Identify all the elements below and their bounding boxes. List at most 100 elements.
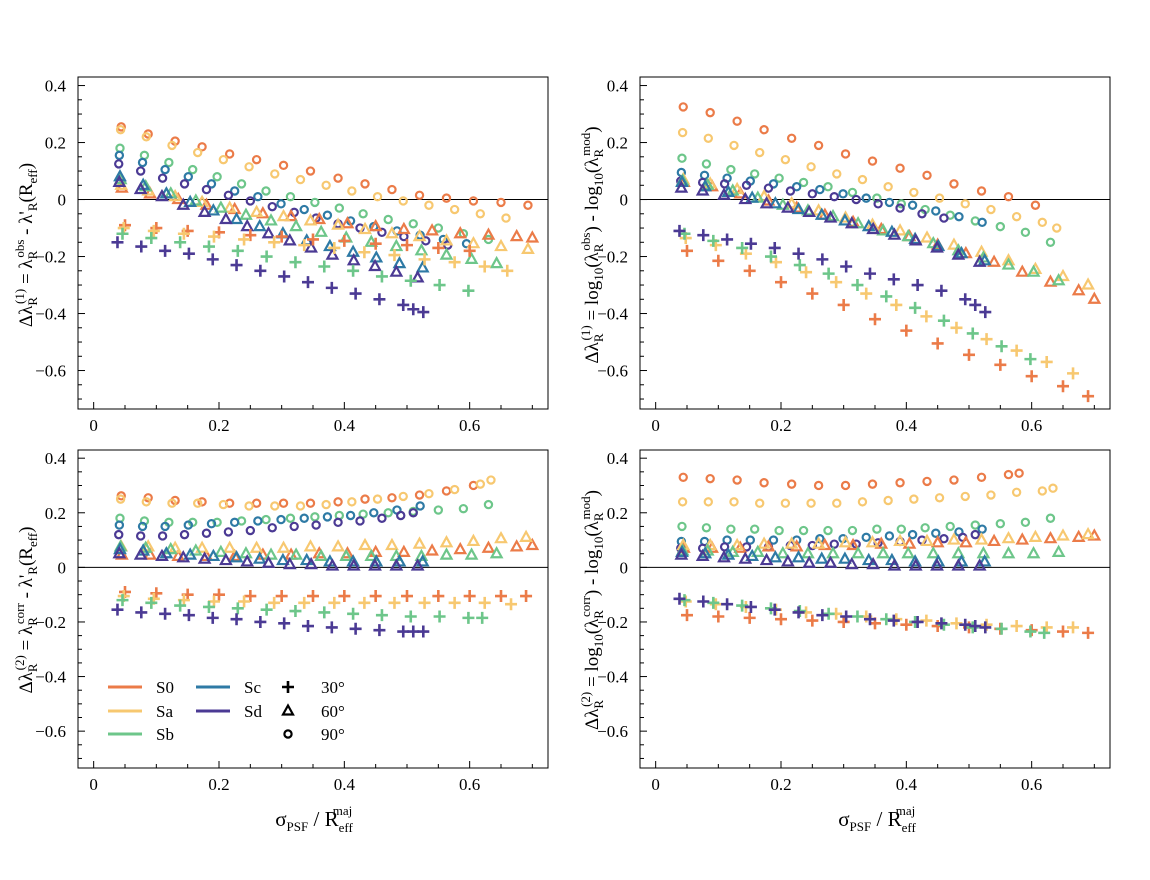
point-S0-90 bbox=[840, 480, 851, 491]
point-Sa-90 bbox=[909, 494, 919, 504]
point-Sa-30 bbox=[238, 233, 251, 246]
point-Sb-90 bbox=[1020, 517, 1031, 528]
point-Sd-60 bbox=[695, 183, 710, 196]
point-S0-30 bbox=[495, 590, 507, 603]
svg-text:ΔλR(1) = λRobs - λ'R(Reff): ΔλR(1) = λRobs - λ'R(Reff) bbox=[12, 163, 40, 327]
point-Sd-30 bbox=[816, 253, 829, 266]
point-Sb-60 bbox=[339, 548, 354, 562]
point-Sd-60 bbox=[759, 552, 774, 566]
point-S0-60 bbox=[761, 539, 776, 552]
point-Sd-30 bbox=[673, 592, 686, 605]
point-Sd-30 bbox=[407, 625, 420, 638]
series-Sa-90deg bbox=[677, 483, 1058, 508]
point-Sb-30 bbox=[995, 622, 1008, 635]
point-Sb-90 bbox=[458, 503, 469, 514]
x-tick-label: 0.6 bbox=[459, 775, 480, 794]
point-Sb-60 bbox=[439, 247, 454, 260]
point-Sa-60 bbox=[521, 241, 535, 255]
point-Sb-30 bbox=[116, 227, 129, 240]
point-Sd-30 bbox=[979, 306, 992, 319]
point-Sa-30 bbox=[709, 598, 722, 611]
point-Sa-60 bbox=[1001, 530, 1016, 544]
point-Sb-30 bbox=[476, 611, 489, 624]
series-Sa-30deg bbox=[679, 595, 1080, 634]
legend-item-Sd: Sd bbox=[196, 702, 262, 721]
point-Sa-30 bbox=[800, 266, 813, 279]
point-S0-60 bbox=[396, 544, 411, 557]
point-Sa-30 bbox=[478, 596, 491, 609]
point-S0-30 bbox=[401, 239, 413, 252]
point-S0-90 bbox=[278, 160, 289, 171]
point-Sb-60 bbox=[851, 545, 865, 559]
point-Sc-90 bbox=[369, 508, 379, 518]
point-S0-30 bbox=[806, 614, 819, 627]
point-S0-60 bbox=[481, 540, 496, 553]
point-S0-30 bbox=[775, 276, 787, 289]
point-Sa-60 bbox=[703, 176, 718, 189]
point-Sd-30 bbox=[887, 273, 900, 286]
point-Sb-30 bbox=[174, 599, 187, 612]
point-S0-90 bbox=[360, 494, 370, 504]
point-Sb-60 bbox=[876, 545, 891, 559]
point-Sb-30 bbox=[462, 611, 475, 624]
point-Sd-90 bbox=[223, 190, 234, 200]
point-Sc-60 bbox=[977, 554, 992, 567]
point-Sb-60 bbox=[901, 545, 916, 559]
point-Sb-30 bbox=[145, 596, 158, 609]
point-Sd-90 bbox=[829, 539, 839, 549]
point-Sc-90 bbox=[745, 535, 755, 545]
point-Sd-60 bbox=[389, 558, 404, 571]
point-S0-90 bbox=[414, 490, 425, 500]
point-Sd-30 bbox=[768, 603, 781, 616]
point-Sd-60 bbox=[346, 253, 361, 266]
point-Sa-60 bbox=[947, 532, 961, 545]
point-Sa-60 bbox=[195, 540, 209, 553]
point-S0-60 bbox=[987, 254, 1001, 267]
point-Sb-30 bbox=[347, 264, 360, 277]
point-Sa-90 bbox=[486, 475, 496, 485]
y-axis-label-top-left: ΔλR(1) = λRobs - λ'R(Reff) bbox=[12, 163, 40, 327]
point-Sb-30 bbox=[707, 234, 720, 247]
point-Sd-30 bbox=[159, 244, 172, 257]
legend-item-Sa: Sa bbox=[108, 702, 173, 721]
point-S0-60 bbox=[902, 536, 917, 549]
point-Sb-30 bbox=[707, 596, 720, 609]
y-tick-label: 0.4 bbox=[607, 77, 629, 96]
point-Sa-60 bbox=[222, 200, 237, 213]
y-tick-label: −0.2 bbox=[597, 613, 628, 632]
data-points bbox=[673, 102, 1102, 403]
point-Sd-60 bbox=[389, 264, 404, 277]
point-S0-30 bbox=[338, 234, 351, 247]
point-S0-60 bbox=[509, 539, 524, 552]
point-Sa-90 bbox=[167, 140, 177, 151]
point-S0-90 bbox=[441, 486, 452, 496]
point-Sd-60 bbox=[410, 558, 425, 571]
point-Sb-60 bbox=[1001, 257, 1016, 270]
point-S0-60 bbox=[425, 543, 439, 556]
point-S0-60 bbox=[312, 211, 327, 225]
point-Sc-60 bbox=[814, 551, 829, 564]
point-Sa-90 bbox=[883, 182, 893, 192]
point-Sa-60 bbox=[1028, 529, 1043, 542]
point-Sc-90 bbox=[815, 184, 825, 195]
point-Sc-60 bbox=[276, 552, 290, 566]
point-S0-60 bbox=[1015, 532, 1030, 545]
point-Sb-30 bbox=[880, 613, 893, 626]
series-Sb-90deg bbox=[677, 513, 1056, 536]
point-S0-30 bbox=[213, 588, 225, 601]
point-Sd-60 bbox=[325, 247, 340, 260]
point-Sd-60 bbox=[368, 558, 382, 571]
point-S0-60 bbox=[733, 540, 748, 553]
point-Sb-30 bbox=[404, 274, 417, 287]
point-Sd-30 bbox=[325, 281, 338, 294]
point-Sa-60 bbox=[811, 536, 826, 549]
point-Sa-60 bbox=[1056, 528, 1070, 541]
point-Sc-60 bbox=[908, 554, 922, 567]
point-S0-90 bbox=[496, 197, 506, 208]
point-Sa-90 bbox=[192, 498, 203, 508]
point-Sc-60 bbox=[299, 552, 314, 566]
point-Sa-30 bbox=[890, 298, 903, 311]
point-S0-90 bbox=[895, 163, 905, 173]
point-Sc-90 bbox=[931, 528, 941, 538]
point-S0-90 bbox=[305, 498, 316, 508]
